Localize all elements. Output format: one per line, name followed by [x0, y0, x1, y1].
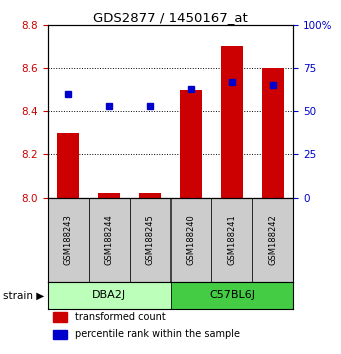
Text: strain ▶: strain ▶ — [3, 290, 44, 301]
Bar — [252, 198, 293, 282]
Bar — [221, 46, 243, 198]
Text: GSM188241: GSM188241 — [227, 215, 236, 265]
Bar — [211, 198, 252, 282]
Text: GSM188242: GSM188242 — [268, 215, 277, 265]
Bar — [48, 282, 170, 309]
Bar — [48, 198, 89, 282]
Text: GSM188244: GSM188244 — [105, 215, 114, 265]
Bar — [170, 198, 211, 282]
Bar — [170, 282, 293, 309]
Bar — [262, 68, 284, 198]
Bar — [130, 198, 170, 282]
Bar — [53, 330, 68, 339]
Bar — [57, 133, 79, 198]
Text: GSM188245: GSM188245 — [146, 215, 154, 265]
Text: percentile rank within the sample: percentile rank within the sample — [75, 330, 240, 339]
Bar — [89, 198, 130, 282]
Bar — [139, 193, 161, 198]
Bar — [180, 90, 202, 198]
Text: GSM188243: GSM188243 — [64, 214, 73, 265]
Bar — [98, 193, 120, 198]
Title: GDS2877 / 1450167_at: GDS2877 / 1450167_at — [93, 11, 248, 24]
Text: DBA2J: DBA2J — [92, 290, 126, 301]
Bar — [53, 312, 68, 322]
Text: transformed count: transformed count — [75, 312, 165, 322]
Text: C57BL6J: C57BL6J — [209, 290, 255, 301]
Text: GSM188240: GSM188240 — [187, 215, 195, 265]
